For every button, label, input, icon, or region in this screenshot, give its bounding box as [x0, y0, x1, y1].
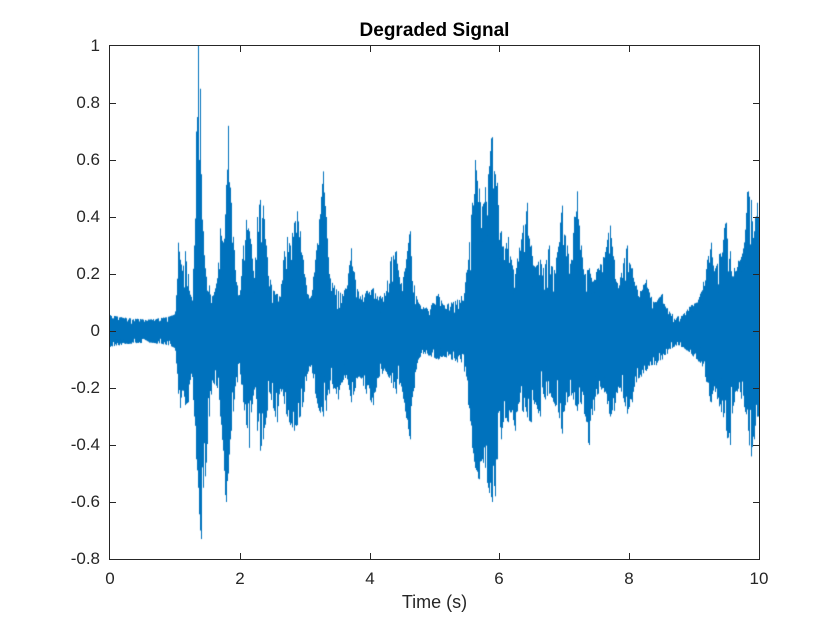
plot-area: [109, 45, 760, 560]
tick-mark: [110, 445, 116, 446]
y-tick-label: 0.2: [76, 264, 100, 283]
tick-mark: [753, 160, 759, 161]
y-tick-label: -0.8: [70, 549, 100, 568]
tick-mark: [370, 46, 371, 52]
tick-mark: [110, 160, 116, 161]
y-tick-label: -0.2: [70, 378, 100, 397]
y-tick-label: 0.8: [76, 93, 100, 112]
tick-mark: [499, 46, 500, 52]
tick-mark: [753, 445, 759, 446]
x-tick-label: 4: [365, 569, 375, 588]
tick-mark: [629, 46, 630, 52]
x-tick-label: 0: [105, 569, 115, 588]
tick-mark: [499, 553, 500, 559]
y-tick-label: -0.4: [70, 435, 100, 454]
y-tick-label: -0.6: [70, 492, 100, 511]
tick-mark: [110, 331, 116, 332]
tick-mark: [629, 553, 630, 559]
tick-mark: [110, 388, 116, 389]
y-tick-label: 1: [90, 36, 100, 55]
tick-mark: [753, 274, 759, 275]
tick-mark: [110, 217, 116, 218]
tick-mark: [753, 388, 759, 389]
x-tick-label: 2: [235, 569, 245, 588]
tick-mark: [110, 103, 116, 104]
tick-mark: [110, 274, 116, 275]
x-tick-label: 10: [749, 569, 769, 588]
tick-mark: [370, 553, 371, 559]
tick-mark: [753, 331, 759, 332]
y-tick-label: 0: [90, 321, 100, 340]
x-tick-label: 8: [624, 569, 634, 588]
chart-title: Degraded Signal: [359, 20, 510, 41]
tick-mark: [240, 46, 241, 52]
tick-mark: [110, 502, 116, 503]
x-axis-label: Time (s): [401, 592, 468, 612]
x-tick-label: 6: [494, 569, 504, 588]
tick-mark: [240, 553, 241, 559]
waveform-canvas: [110, 46, 759, 559]
tick-mark: [753, 103, 759, 104]
tick-mark: [753, 217, 759, 218]
tick-mark: [753, 502, 759, 503]
y-tick-label: 0.4: [76, 207, 100, 226]
y-tick-label: 0.6: [76, 150, 100, 169]
